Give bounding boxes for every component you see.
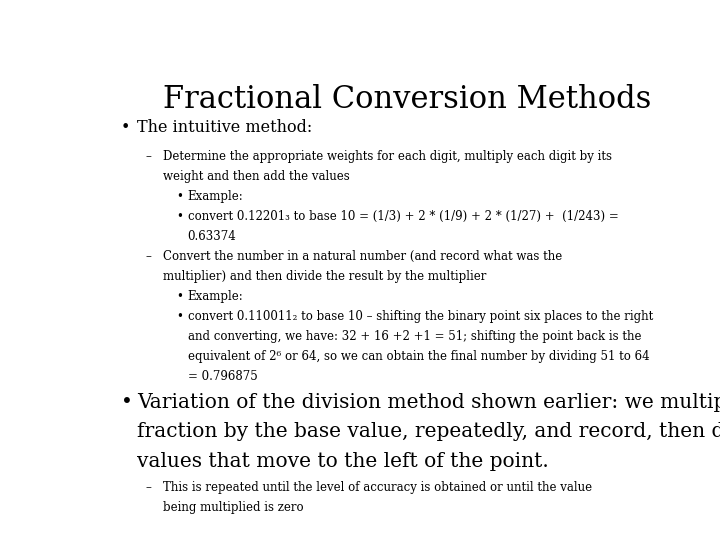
Text: The intuitive method:: The intuitive method: xyxy=(138,119,312,136)
Text: weight and then add the values: weight and then add the values xyxy=(163,171,349,184)
Text: 0.63374: 0.63374 xyxy=(188,230,236,244)
Text: and converting, we have: 32 + 16 +2 +1 = 51; shifting the point back is the: and converting, we have: 32 + 16 +2 +1 =… xyxy=(188,330,641,343)
Text: convert 0.12201₃ to base 10 = (1/3) + 2 * (1/9) + 2 * (1/27) +  (1/243) =: convert 0.12201₃ to base 10 = (1/3) + 2 … xyxy=(188,211,618,224)
Text: This is repeated until the level of accuracy is obtained or until the value: This is repeated until the level of accu… xyxy=(163,482,592,495)
Text: values that move to the left of the point.: values that move to the left of the poin… xyxy=(138,452,549,471)
Text: –: – xyxy=(145,482,152,495)
Text: •: • xyxy=(176,310,184,323)
Text: multiplier) and then divide the result by the multiplier: multiplier) and then divide the result b… xyxy=(163,270,486,283)
Text: Fractional Conversion Methods: Fractional Conversion Methods xyxy=(163,84,651,114)
Text: •: • xyxy=(121,393,132,412)
Text: –: – xyxy=(145,250,152,263)
Text: convert 0.110011₂ to base 10 – shifting the binary point six places to the right: convert 0.110011₂ to base 10 – shifting … xyxy=(188,310,653,323)
Text: = 0.796875: = 0.796875 xyxy=(188,370,258,383)
Text: •: • xyxy=(176,191,184,204)
Text: •: • xyxy=(176,290,184,303)
Text: •: • xyxy=(121,119,130,136)
Text: Determine the appropriate weights for each digit, multiply each digit by its: Determine the appropriate weights for ea… xyxy=(163,151,611,164)
Text: •: • xyxy=(176,211,184,224)
Text: equivalent of 2⁶ or 64, so we can obtain the final number by dividing 51 to 64: equivalent of 2⁶ or 64, so we can obtain… xyxy=(188,350,649,363)
Text: Convert the number in a natural number (and record what was the: Convert the number in a natural number (… xyxy=(163,250,562,263)
Text: fraction by the base value, repeatedly, and record, then drop the: fraction by the base value, repeatedly, … xyxy=(138,422,720,441)
Text: Example:: Example: xyxy=(188,290,243,303)
Text: –: – xyxy=(145,151,152,164)
Text: Variation of the division method shown earlier: we multiply the: Variation of the division method shown e… xyxy=(138,393,720,412)
Text: being multiplied is zero: being multiplied is zero xyxy=(163,502,303,515)
Text: Example:: Example: xyxy=(188,191,243,204)
